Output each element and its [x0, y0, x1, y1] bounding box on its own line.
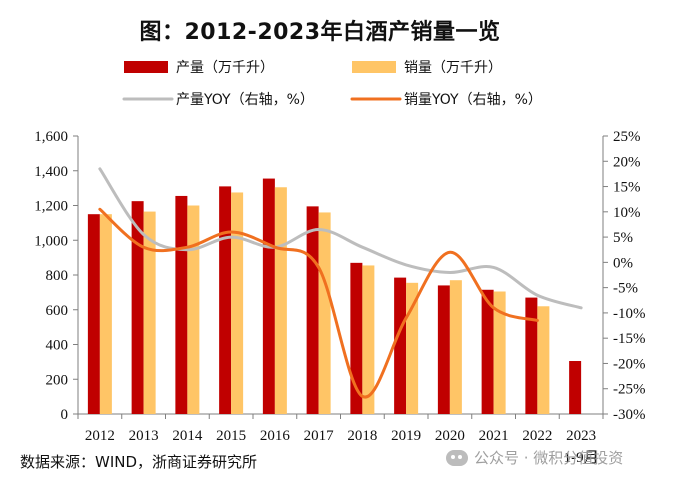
- right-tick-label: -5%: [613, 281, 638, 297]
- x-tick-label: 2022: [522, 428, 552, 444]
- left-tick-label: 800: [46, 268, 69, 284]
- bar-production-2016: [262, 178, 275, 414]
- legend-label-3: 产量YOY（右轴，%）: [176, 92, 314, 108]
- legend: 产量（万千升） 销量（万千升） 产量YOY（右轴，%） 销量YOY（右轴，%）: [122, 60, 542, 108]
- bar-sales-2019: [406, 282, 419, 414]
- bar-production-2021: [481, 289, 494, 414]
- line-production-yoy: [98, 167, 583, 310]
- left-tick-label: 1,400: [34, 164, 68, 180]
- bar-sales-2017: [318, 212, 331, 414]
- right-tick-label: 15%: [613, 180, 641, 196]
- wechat-icon: [446, 449, 468, 466]
- axes: 0 200 400 600 800 1,000 1,200 1,400 1,600 -30% -25…: [34, 129, 645, 466]
- left-tick-label: 400: [46, 338, 69, 354]
- x-tick-label: 2018: [347, 428, 377, 444]
- right-tick-label: 20%: [613, 154, 641, 170]
- bar-production-2019: [394, 277, 407, 414]
- lines: [98, 167, 583, 399]
- left-tick-label: 600: [46, 303, 69, 319]
- bar-production-2017: [306, 206, 319, 414]
- bars: [87, 178, 582, 414]
- x-tick-label: 2017: [304, 428, 335, 444]
- x-tick-label: 2019: [391, 428, 421, 444]
- bar-sales-2016: [274, 187, 287, 414]
- watermark: 公众号 · 微积分值投资: [446, 447, 623, 468]
- right-tick-label: 0%: [613, 255, 633, 271]
- left-tick-label: 0: [61, 407, 69, 423]
- bar-sales-2012: [99, 214, 112, 414]
- x-tick-label: 2016: [260, 428, 291, 444]
- legend-label-1: 产量（万千升）: [176, 60, 274, 76]
- chart-title: 图：2012-2023年白酒产销量一览: [139, 20, 501, 45]
- right-tick-label: 5%: [613, 230, 633, 246]
- right-tick-label: -25%: [613, 382, 646, 398]
- bar-production-2023: [569, 361, 582, 414]
- line-sales-yoy: [98, 207, 539, 399]
- left-tick-label: 1,600: [34, 129, 68, 145]
- source-note: 数据来源：WIND，浙商证券研究所: [20, 453, 258, 471]
- bar-sales-2015: [231, 192, 244, 414]
- x-tick-label: 2015: [216, 428, 246, 444]
- left-tick-label: 1,000: [34, 233, 68, 249]
- right-tick-label: -30%: [613, 407, 646, 423]
- legend-swatch-1: [124, 61, 168, 73]
- watermark-text: 公众号 · 微积分值投资: [474, 449, 624, 467]
- bar-sales-2014: [187, 205, 200, 414]
- bar-sales-2021: [493, 291, 506, 414]
- bar-sales-2022: [537, 306, 550, 414]
- bar-production-2013: [131, 201, 144, 414]
- bar-production-2014: [175, 195, 188, 414]
- x-tick-label: 2013: [129, 428, 159, 444]
- right-tick-label: 25%: [613, 129, 641, 145]
- bar-sales-2013: [143, 211, 156, 414]
- left-tick-label: 200: [46, 372, 69, 388]
- bar-sales-2020: [449, 280, 462, 414]
- bar-production-2020: [437, 285, 450, 414]
- right-tick-label: -20%: [613, 356, 646, 372]
- left-tick-label: 1,200: [34, 199, 68, 215]
- legend-label-4: 销量YOY（右轴，%）: [404, 92, 542, 108]
- bar-production-2018: [350, 262, 363, 414]
- right-tick-label: -15%: [613, 331, 646, 347]
- x-tick-note: 1-9月: [564, 450, 599, 466]
- bar-production-2015: [219, 186, 232, 414]
- right-tick-label: -10%: [613, 306, 646, 322]
- legend-label-2: 销量（万千升）: [404, 60, 502, 76]
- x-tick-label: 2023: [566, 428, 596, 444]
- bar-production-2022: [525, 297, 538, 414]
- legend-swatch-2: [352, 61, 396, 73]
- x-tick-label: 2021: [479, 428, 509, 444]
- x-tick-label: 2014: [172, 428, 203, 444]
- right-tick-label: 10%: [613, 205, 641, 221]
- x-tick-label: 2020: [435, 428, 465, 444]
- bar-production-2012: [87, 214, 100, 414]
- x-tick-label: 2012: [85, 428, 115, 444]
- bar-sales-2018: [362, 265, 375, 414]
